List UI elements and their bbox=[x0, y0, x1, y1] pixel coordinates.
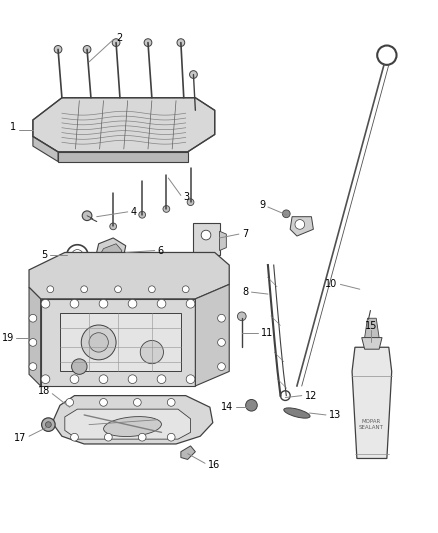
Circle shape bbox=[177, 39, 185, 46]
Circle shape bbox=[47, 286, 54, 293]
Circle shape bbox=[182, 286, 189, 293]
Polygon shape bbox=[352, 348, 392, 458]
Circle shape bbox=[46, 422, 51, 427]
Text: 2: 2 bbox=[116, 33, 122, 43]
Circle shape bbox=[105, 433, 112, 441]
Circle shape bbox=[295, 220, 305, 229]
Text: 16: 16 bbox=[208, 460, 220, 470]
Text: MOPAR
SEALANT: MOPAR SEALANT bbox=[359, 419, 384, 430]
Text: 15: 15 bbox=[365, 321, 378, 331]
Circle shape bbox=[71, 433, 78, 441]
Circle shape bbox=[283, 210, 290, 217]
Polygon shape bbox=[219, 231, 226, 251]
Circle shape bbox=[89, 333, 108, 352]
Polygon shape bbox=[33, 136, 58, 161]
Polygon shape bbox=[52, 395, 213, 444]
Circle shape bbox=[237, 312, 246, 321]
Polygon shape bbox=[60, 313, 181, 372]
Polygon shape bbox=[195, 285, 229, 386]
Text: 6: 6 bbox=[158, 246, 164, 255]
Polygon shape bbox=[362, 337, 382, 349]
Circle shape bbox=[139, 212, 145, 218]
Ellipse shape bbox=[284, 408, 310, 418]
Circle shape bbox=[167, 399, 175, 406]
Text: 19: 19 bbox=[2, 333, 14, 343]
Circle shape bbox=[128, 300, 137, 308]
Polygon shape bbox=[41, 299, 195, 386]
Polygon shape bbox=[99, 244, 122, 265]
Circle shape bbox=[71, 359, 87, 374]
Polygon shape bbox=[33, 98, 215, 152]
Circle shape bbox=[128, 375, 137, 384]
Circle shape bbox=[140, 341, 163, 364]
Circle shape bbox=[81, 325, 116, 360]
Circle shape bbox=[148, 286, 155, 293]
Circle shape bbox=[70, 375, 79, 384]
Polygon shape bbox=[290, 217, 313, 236]
Circle shape bbox=[29, 363, 37, 370]
Text: 1: 1 bbox=[11, 122, 17, 132]
Circle shape bbox=[115, 286, 121, 293]
Text: 18: 18 bbox=[38, 386, 50, 396]
Text: 13: 13 bbox=[329, 410, 341, 420]
Text: 9: 9 bbox=[260, 200, 266, 210]
Circle shape bbox=[110, 223, 117, 230]
Circle shape bbox=[157, 375, 166, 384]
Circle shape bbox=[81, 286, 88, 293]
Circle shape bbox=[186, 375, 195, 384]
Circle shape bbox=[29, 314, 37, 322]
Circle shape bbox=[99, 399, 107, 406]
Circle shape bbox=[218, 314, 226, 322]
Circle shape bbox=[54, 45, 62, 53]
Text: 3: 3 bbox=[184, 192, 190, 203]
Text: 5: 5 bbox=[41, 251, 47, 261]
Text: 14: 14 bbox=[221, 402, 233, 412]
Circle shape bbox=[246, 399, 257, 411]
Circle shape bbox=[187, 199, 194, 206]
Text: 10: 10 bbox=[325, 279, 338, 289]
Text: 17: 17 bbox=[14, 433, 26, 443]
Circle shape bbox=[99, 375, 108, 384]
Circle shape bbox=[134, 399, 141, 406]
Circle shape bbox=[138, 433, 146, 441]
Text: 8: 8 bbox=[243, 287, 249, 297]
Circle shape bbox=[157, 300, 166, 308]
Circle shape bbox=[144, 39, 152, 46]
Text: 4: 4 bbox=[131, 207, 137, 217]
Polygon shape bbox=[65, 409, 191, 439]
Polygon shape bbox=[58, 152, 187, 161]
Circle shape bbox=[167, 433, 175, 441]
Circle shape bbox=[218, 363, 226, 370]
Circle shape bbox=[99, 300, 108, 308]
Polygon shape bbox=[364, 318, 379, 337]
Circle shape bbox=[41, 300, 50, 308]
Circle shape bbox=[82, 211, 92, 221]
Circle shape bbox=[201, 230, 211, 240]
Polygon shape bbox=[181, 446, 195, 459]
Circle shape bbox=[66, 399, 74, 406]
Circle shape bbox=[218, 338, 226, 346]
Circle shape bbox=[163, 206, 170, 212]
Circle shape bbox=[70, 300, 79, 308]
Polygon shape bbox=[29, 287, 41, 386]
Circle shape bbox=[190, 71, 197, 78]
Circle shape bbox=[41, 375, 50, 384]
Circle shape bbox=[112, 39, 120, 46]
Ellipse shape bbox=[104, 417, 162, 437]
Circle shape bbox=[186, 300, 195, 308]
Polygon shape bbox=[29, 253, 229, 299]
Circle shape bbox=[42, 418, 55, 431]
Text: 12: 12 bbox=[305, 391, 317, 401]
Polygon shape bbox=[95, 238, 126, 268]
Text: 7: 7 bbox=[242, 229, 248, 239]
Polygon shape bbox=[194, 223, 219, 255]
Circle shape bbox=[83, 45, 91, 53]
Circle shape bbox=[29, 338, 37, 346]
Text: 11: 11 bbox=[261, 328, 273, 338]
